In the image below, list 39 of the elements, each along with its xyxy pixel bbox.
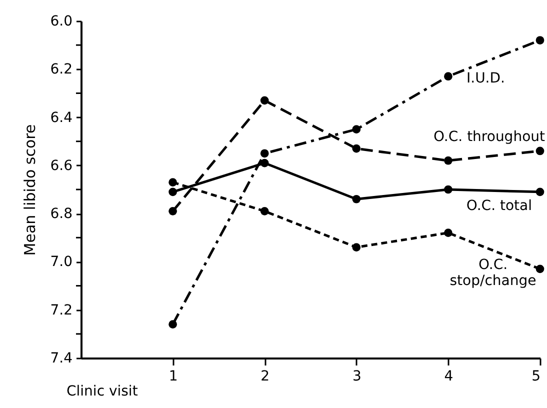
y-tick-label: 6.0 xyxy=(50,14,72,30)
point xyxy=(352,125,361,134)
series-label: I.U.D. xyxy=(466,70,505,86)
point xyxy=(260,96,269,105)
point xyxy=(352,194,361,204)
point xyxy=(168,178,177,186)
y-tick-label: 7.4 xyxy=(50,350,73,366)
x-tick-label: 2 xyxy=(260,368,270,384)
x-axis-title: Clinic visit xyxy=(66,384,138,400)
point xyxy=(352,243,361,252)
point xyxy=(536,264,544,274)
point xyxy=(444,185,452,194)
point xyxy=(536,146,544,156)
y-tick-label: 6.2 xyxy=(50,62,72,78)
x-tick-label: 5 xyxy=(532,368,540,384)
series-label: O.C. throughout xyxy=(433,128,546,145)
x-tick-label: 3 xyxy=(352,368,362,384)
series-label: O.C. stop/change xyxy=(450,256,536,289)
point xyxy=(168,206,177,216)
y-tick-label: 6.8 xyxy=(50,206,72,222)
y-tick-label: 7.2 xyxy=(50,302,72,318)
point xyxy=(168,188,177,196)
point xyxy=(444,156,452,165)
series-label: O.C. total xyxy=(466,198,532,214)
point xyxy=(444,228,452,238)
point xyxy=(352,144,361,153)
point xyxy=(536,36,544,44)
y-tick-label: 7.0 xyxy=(50,254,72,270)
x-tick-label: 1 xyxy=(168,368,178,384)
point xyxy=(536,188,544,196)
point xyxy=(444,72,452,81)
point xyxy=(260,206,269,216)
y-axis-title: Mean libido score xyxy=(21,124,40,256)
point xyxy=(260,158,269,168)
y-tick-label: 6.6 xyxy=(50,158,73,174)
point xyxy=(168,320,177,328)
point xyxy=(260,149,269,158)
x-tick-label: 4 xyxy=(444,368,454,384)
y-tick-label: 6.4 xyxy=(50,110,73,126)
